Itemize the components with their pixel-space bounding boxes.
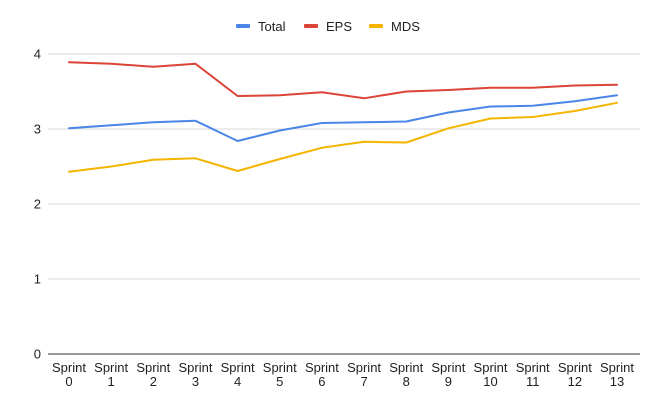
legend-label-total: Total	[258, 19, 286, 34]
legend-swatch-eps	[304, 24, 318, 28]
series-line-total	[68, 94, 618, 142]
legend-label-eps: EPS	[326, 19, 352, 34]
y-tick-label: 4	[34, 47, 41, 62]
x-tick-label: Sprint 11	[516, 360, 550, 389]
x-tick-label: Sprint 1	[94, 360, 128, 389]
x-tick-label: Sprint 7	[347, 360, 381, 389]
y-tick-label: 0	[34, 347, 41, 362]
y-tick-label: 3	[34, 122, 41, 137]
legend-swatch-mds	[369, 24, 383, 28]
x-tick-label: Sprint 6	[305, 360, 339, 389]
series-line-eps	[68, 61, 618, 100]
x-tick-label: Sprint 5	[263, 360, 297, 389]
x-tick-label: Sprint 10	[474, 360, 508, 389]
x-tick-label: Sprint 12	[558, 360, 592, 389]
gridlines	[48, 53, 640, 355]
x-tick-label: Sprint 8	[389, 360, 423, 389]
legend: Total EPS MDS	[236, 19, 420, 34]
x-tick-label: Sprint 0	[52, 360, 86, 389]
series-line-mds	[68, 101, 618, 173]
y-tick-label: 2	[34, 197, 41, 212]
x-tick-label: Sprint 3	[178, 360, 212, 389]
x-axis-ticks: Sprint 0 Sprint 1 Sprint 2 Sprint 3 Sprint 4 Sprin…	[52, 360, 634, 389]
x-tick-label: Sprint 13	[600, 360, 634, 389]
series-lines	[68, 61, 618, 173]
y-axis-ticks: 0 1 2 3 4	[34, 47, 41, 362]
legend-swatch-total	[236, 24, 250, 28]
x-tick-label: Sprint 2	[136, 360, 170, 389]
x-tick-label: Sprint 4	[221, 360, 255, 389]
y-tick-label: 1	[34, 272, 41, 287]
legend-label-mds: MDS	[391, 19, 420, 34]
x-tick-label: Sprint 9	[431, 360, 465, 389]
